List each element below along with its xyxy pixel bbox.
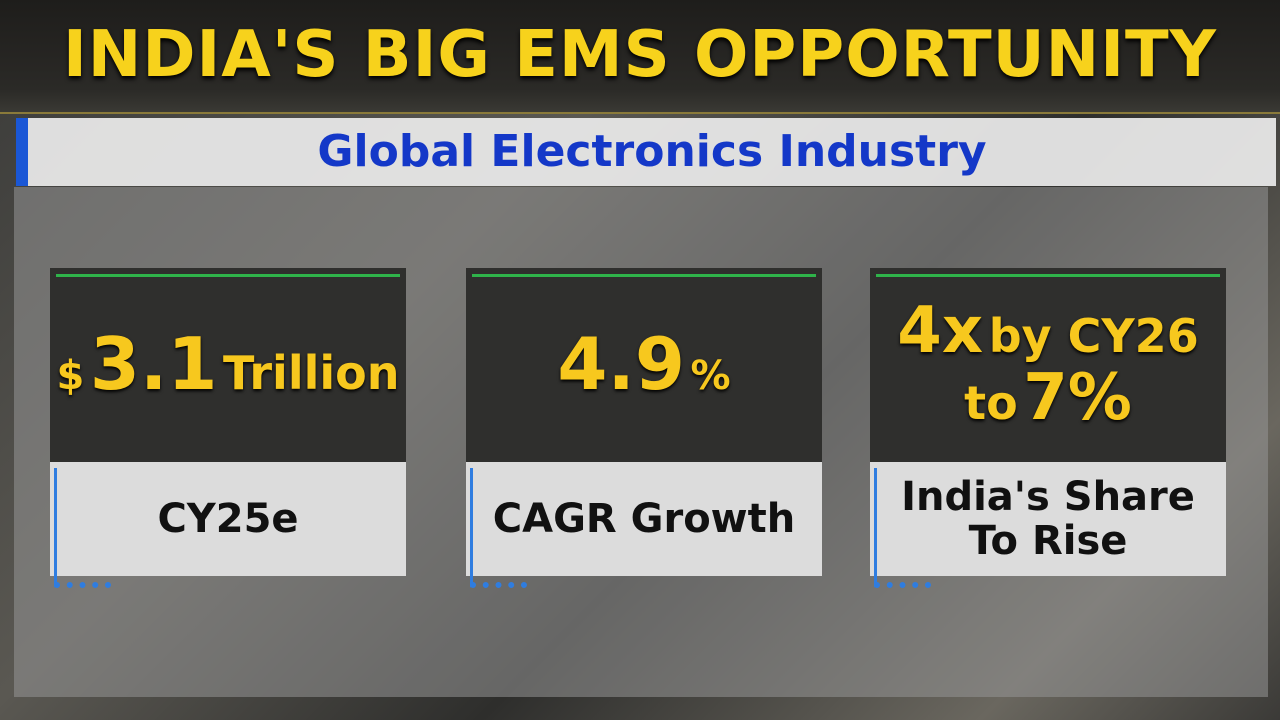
- value-line: 4x by CY26: [897, 297, 1199, 365]
- label-line: India's Share: [901, 474, 1195, 520]
- value-line: to 7%: [964, 364, 1132, 432]
- value-part: 7%: [1023, 361, 1132, 435]
- value-part: to: [964, 376, 1018, 430]
- value-part: 3.1: [89, 322, 218, 407]
- card: 4.9 % CAGR Growth: [466, 268, 822, 588]
- accent: [472, 274, 816, 277]
- subtitle-bar: Global Electronics Industry: [16, 118, 1276, 186]
- bracket: [874, 468, 931, 588]
- subtitle: Global Electronics Industry: [317, 126, 987, 177]
- card: $ 3.1 Trillion CY25e: [50, 268, 406, 588]
- value-part: $: [56, 353, 85, 400]
- value-part: %: [690, 353, 731, 400]
- value-part: 4x: [897, 293, 984, 368]
- value-part: Trillion: [223, 346, 400, 401]
- card-value: 4x by CY26 to 7%: [870, 268, 1226, 462]
- accent: [56, 274, 400, 277]
- card-label: CY25e: [50, 462, 406, 576]
- card-label: India's Share To Rise: [870, 462, 1226, 576]
- value-line: 4.9 %: [557, 326, 731, 403]
- card-label: CAGR Growth: [466, 462, 822, 576]
- value-part: 4.9: [557, 322, 685, 407]
- value-line: $ 3.1 Trillion: [56, 326, 400, 403]
- bracket: [54, 468, 111, 588]
- label-line: CY25e: [157, 496, 299, 542]
- accent: [876, 274, 1220, 277]
- label-line: CAGR Growth: [492, 496, 796, 542]
- card-value: $ 3.1 Trillion: [50, 268, 406, 462]
- card: 4x by CY26 to 7% India's Share To Rise: [870, 268, 1226, 588]
- title-bar: INDIA'S BIG EMS OPPORTUNITY: [0, 0, 1280, 114]
- title: INDIA'S BIG EMS OPPORTUNITY: [62, 18, 1218, 92]
- label-line: To Rise: [968, 518, 1128, 564]
- card-value: 4.9 %: [466, 268, 822, 462]
- bracket: [470, 468, 527, 588]
- value-part: by CY26: [988, 308, 1199, 363]
